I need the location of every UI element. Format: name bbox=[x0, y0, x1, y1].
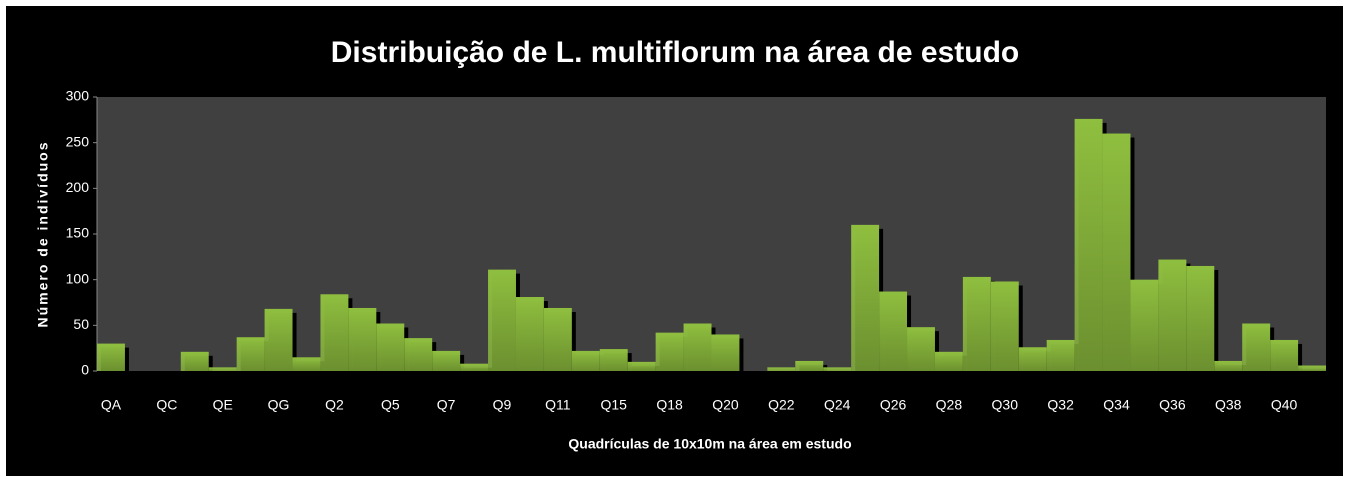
bar bbox=[292, 357, 321, 371]
chart-title: Distribuição de L. multiflorum na área d… bbox=[331, 36, 1019, 69]
bar bbox=[1214, 360, 1243, 371]
x-tick-label: Q22 bbox=[768, 397, 795, 413]
bar bbox=[1158, 259, 1187, 371]
bar bbox=[1018, 347, 1047, 371]
y-tick-label: 100 bbox=[66, 270, 90, 286]
bar bbox=[432, 350, 461, 371]
bar bbox=[1242, 323, 1271, 371]
bar bbox=[795, 360, 824, 371]
bar bbox=[879, 291, 908, 371]
y-tick-label: 0 bbox=[81, 362, 89, 378]
bar bbox=[543, 307, 572, 371]
x-tick-label: Q7 bbox=[437, 397, 456, 413]
x-tick-label: Q9 bbox=[493, 397, 512, 413]
x-tick-label: Q36 bbox=[1159, 397, 1186, 413]
x-axis-title: Quadrículas de 10x10m na área em estudo bbox=[568, 436, 851, 452]
bar bbox=[823, 367, 852, 371]
bar bbox=[376, 323, 405, 371]
bar bbox=[1186, 265, 1215, 371]
x-tick-label: Q38 bbox=[1215, 397, 1242, 413]
bar bbox=[599, 349, 628, 371]
bar bbox=[1298, 365, 1326, 371]
x-tick-label: Q2 bbox=[325, 397, 344, 413]
bar bbox=[1102, 133, 1131, 371]
y-tick-label: 150 bbox=[66, 225, 90, 241]
x-tick-label: Q15 bbox=[601, 397, 628, 413]
bar bbox=[934, 351, 963, 371]
x-tick-label: Q34 bbox=[1103, 397, 1130, 413]
y-tick-label: 50 bbox=[73, 316, 89, 332]
y-axis-title: Número de indivíduos bbox=[35, 140, 51, 327]
x-tick-label: QA bbox=[101, 397, 122, 413]
bar bbox=[488, 269, 516, 371]
bar bbox=[1074, 118, 1103, 371]
bar bbox=[208, 367, 237, 371]
bar bbox=[1130, 279, 1159, 371]
bar bbox=[1270, 339, 1299, 371]
x-tick-label: Q24 bbox=[824, 397, 851, 413]
x-tick-label: Q20 bbox=[712, 397, 739, 413]
x-tick-label: Q26 bbox=[880, 397, 907, 413]
y-tick-label: 200 bbox=[66, 179, 90, 195]
x-tick-label: Q28 bbox=[936, 397, 963, 413]
x-tick-label: QE bbox=[213, 397, 233, 413]
bar bbox=[627, 361, 656, 371]
bar bbox=[320, 294, 349, 371]
bar bbox=[404, 338, 433, 371]
bar bbox=[990, 281, 1019, 371]
y-tick-label: 250 bbox=[66, 133, 90, 149]
bar bbox=[907, 327, 935, 371]
bar bbox=[1046, 339, 1075, 371]
bar bbox=[348, 307, 377, 371]
x-tick-label: QG bbox=[268, 397, 290, 413]
bar bbox=[655, 332, 684, 371]
x-tick-label: Q18 bbox=[656, 397, 683, 413]
bar bbox=[264, 308, 293, 371]
bar bbox=[236, 337, 265, 371]
bar bbox=[851, 224, 880, 371]
bar bbox=[711, 334, 740, 371]
x-tick-label: QC bbox=[156, 397, 177, 413]
y-tick-label: 300 bbox=[66, 88, 90, 104]
x-tick-label: Q5 bbox=[381, 397, 400, 413]
bar bbox=[180, 351, 209, 371]
bar bbox=[767, 367, 796, 371]
bar bbox=[962, 276, 991, 371]
bar bbox=[683, 323, 712, 371]
bar bbox=[515, 297, 544, 371]
x-tick-label: Q30 bbox=[992, 397, 1019, 413]
bar bbox=[460, 363, 489, 371]
bar bbox=[571, 350, 600, 371]
x-tick-label: Q11 bbox=[545, 397, 571, 413]
bar bbox=[97, 343, 125, 371]
x-tick-label: Q40 bbox=[1271, 397, 1298, 413]
x-tick-label: Q32 bbox=[1047, 397, 1074, 413]
